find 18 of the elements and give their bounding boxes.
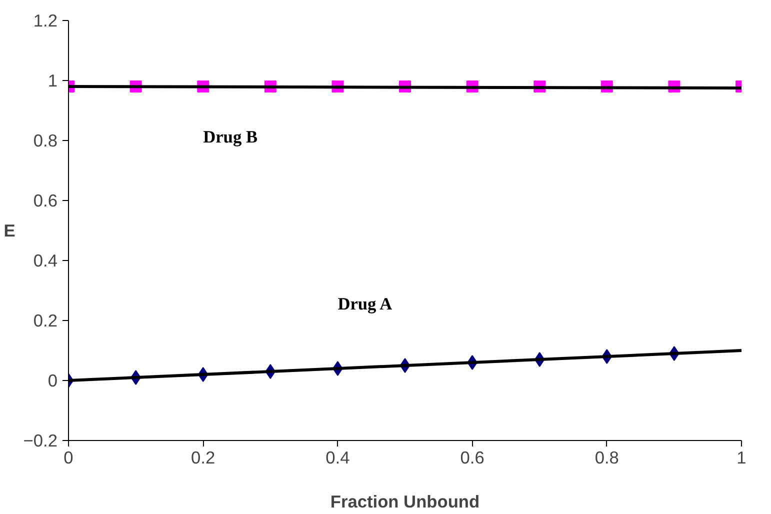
x-tick-label: 0.6 bbox=[460, 448, 484, 468]
y-tick-label: 0.2 bbox=[33, 310, 58, 330]
x-tick-label: 0.4 bbox=[326, 448, 350, 468]
x-axis-title: Fraction Unbound bbox=[330, 492, 480, 512]
y-tick-label: 0.8 bbox=[33, 130, 58, 150]
y-tick-label: 0.4 bbox=[33, 250, 58, 270]
y-tick-label: −0.2 bbox=[23, 430, 58, 450]
y-axis-title: E bbox=[4, 220, 16, 240]
x-tick-label: 0.8 bbox=[594, 448, 619, 468]
y-tick-label: 0.6 bbox=[33, 190, 58, 210]
text: Drug A bbox=[338, 294, 393, 314]
text: Drug B bbox=[203, 128, 258, 146]
x-tick-label: 1 bbox=[736, 448, 746, 468]
y-tick-label: 0 bbox=[48, 370, 58, 390]
y-tick-label: 1.2 bbox=[33, 10, 58, 30]
x-tick-label: 0 bbox=[64, 448, 74, 468]
y-tick-label: 1 bbox=[48, 70, 58, 90]
x-tick-label: 0.2 bbox=[191, 448, 216, 468]
